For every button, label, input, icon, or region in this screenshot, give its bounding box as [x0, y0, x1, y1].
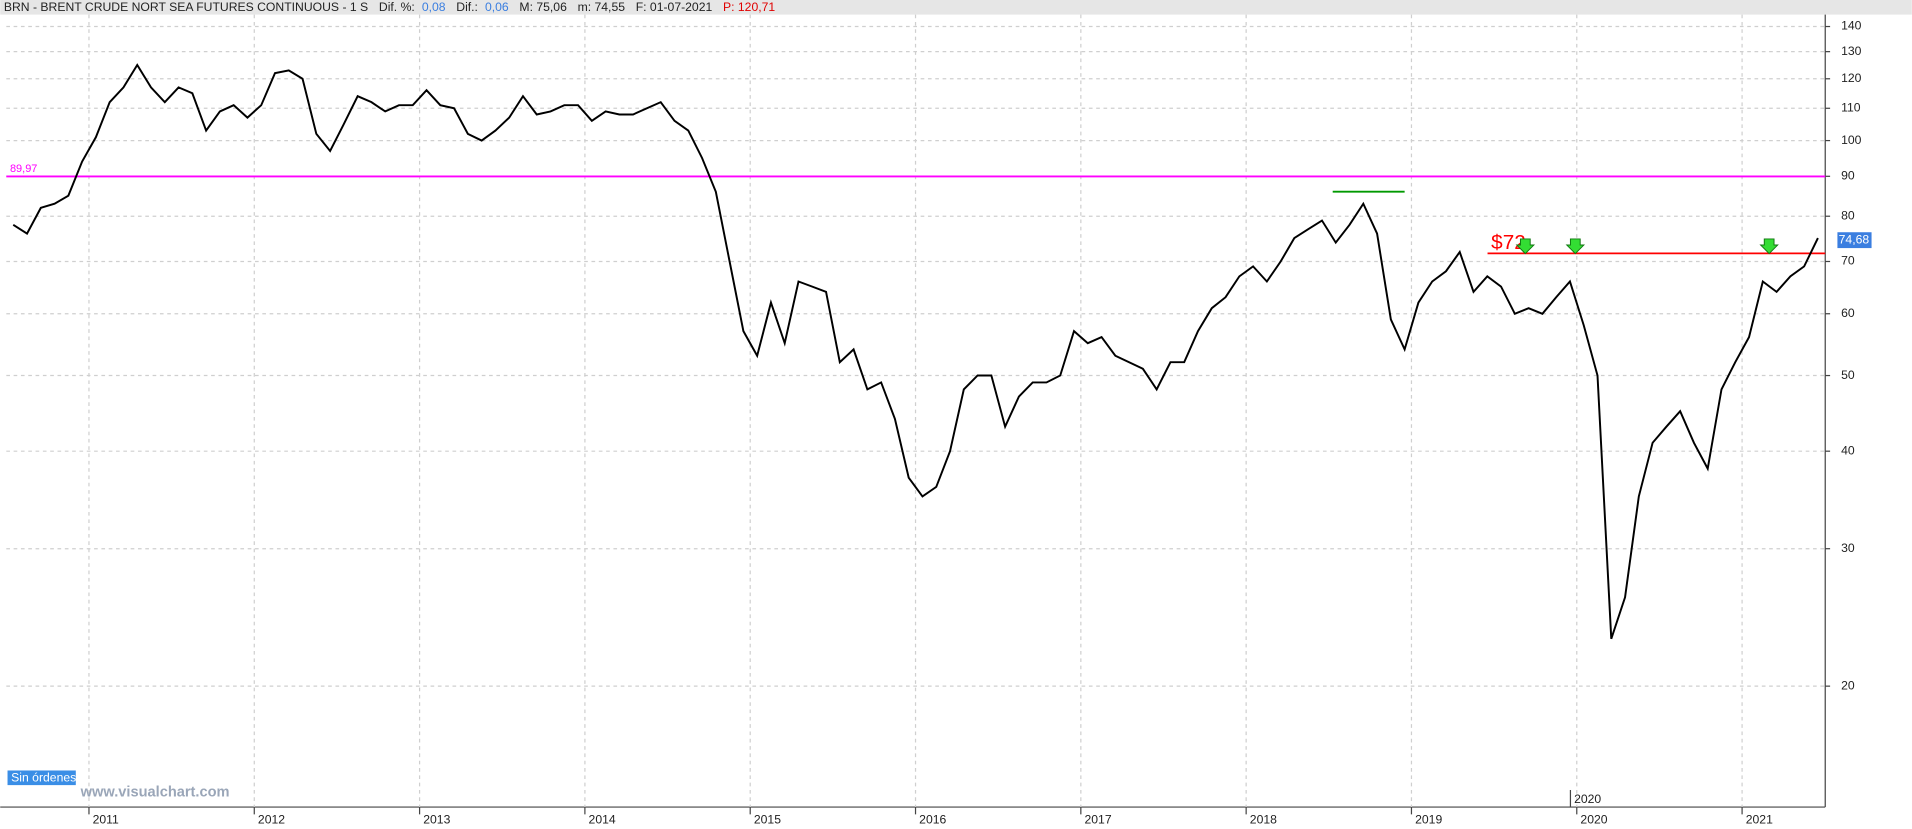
y-tick-label: 20: [1841, 678, 1855, 692]
level-label: 89,97: [10, 163, 37, 175]
max: M: 75,06: [519, 0, 567, 14]
y-tick-label: 70: [1841, 254, 1855, 268]
x-tick-label: 2014: [589, 813, 616, 827]
x-tick-label: 2016: [919, 813, 946, 827]
x-tick-label: 2020: [1580, 813, 1607, 827]
y-tick-label: 110: [1841, 100, 1861, 114]
dif: 0,06: [485, 0, 509, 14]
x-tick-label: 2018: [1250, 813, 1277, 827]
x-tick-label: 2013: [423, 813, 450, 827]
site: www.visualchart.com: [80, 784, 230, 800]
price-line: [12, 63, 1819, 640]
y-tick-label: 100: [1841, 133, 1862, 147]
x-tick-label: 2019: [1415, 813, 1442, 827]
symbol: BRN - BRENT CRUDE NORT SEA FUTURES CONTI…: [4, 0, 368, 14]
dif-pct-label: Dif. %:: [379, 0, 415, 14]
arrow: [1759, 238, 1779, 255]
y-tick-label: 120: [1841, 71, 1862, 85]
x-tick-label: 2015: [754, 813, 781, 827]
x-tick-label: 2011: [93, 813, 119, 827]
y-tick-label: 30: [1841, 541, 1855, 555]
p: P: 120,71: [723, 0, 775, 14]
y-tick-label: 80: [1841, 208, 1855, 222]
y-tick-label: 50: [1841, 368, 1855, 382]
y-tick-label: 90: [1841, 169, 1855, 183]
arrows: [1515, 238, 1779, 255]
last-price-label: 74,68: [1839, 232, 1870, 246]
arrow: [1565, 238, 1586, 255]
level-label: $72: [1491, 231, 1526, 254]
date: F: 01-07-2021: [636, 0, 713, 14]
header: BRN - BRENT CRUDE NORT SEA FUTURES CONTI…: [4, 0, 776, 14]
y-tick-label: 140: [1841, 19, 1862, 33]
header-bar: [0, 0, 1912, 15]
dif-label: Dif.:: [456, 0, 478, 14]
orders-box[interactable]: [7, 770, 76, 786]
arrow: [1515, 238, 1536, 255]
x-tick-label: 2012: [258, 813, 285, 827]
y-tick-label: 130: [1841, 44, 1862, 58]
marker: 2020: [1574, 792, 1601, 806]
orders[interactable]: Sin órdenes: [11, 771, 76, 785]
last-price-box: [1837, 232, 1872, 249]
x-tick-label: 2021: [1746, 813, 1773, 827]
min: m: 74,55: [578, 0, 626, 14]
y-tick-label: 40: [1841, 443, 1855, 457]
y-tick-label: 60: [1841, 306, 1855, 320]
dif-pct: 0,08: [422, 0, 446, 14]
x-tick-label: 2017: [1084, 813, 1111, 827]
